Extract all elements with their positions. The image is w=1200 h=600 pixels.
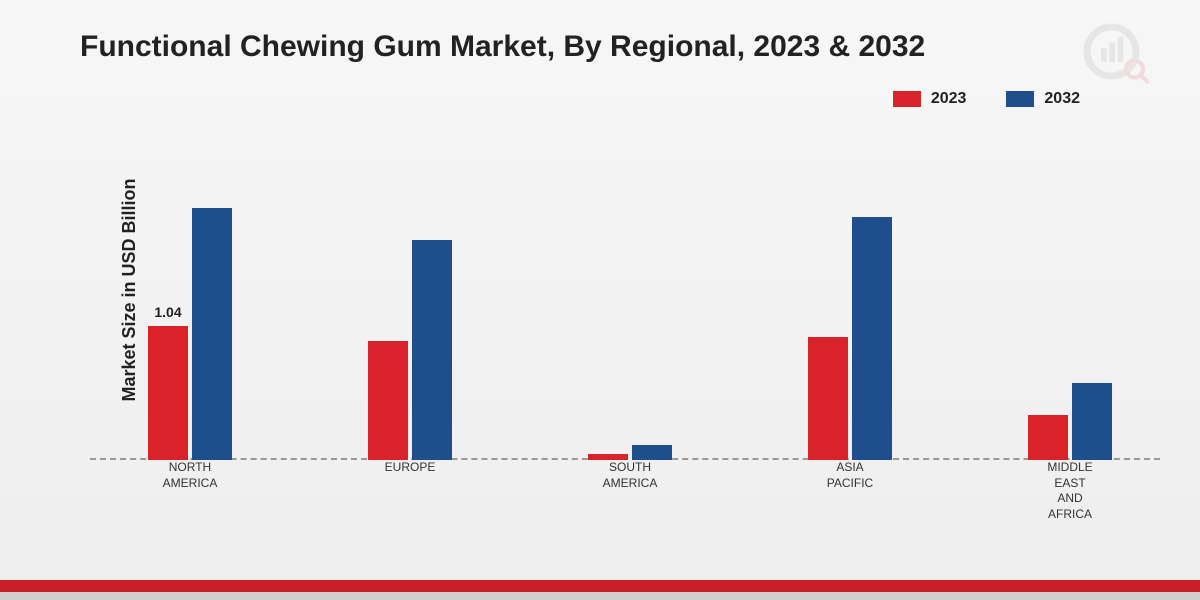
bar-group [570,445,690,461]
legend-item-2023: 2023 [893,90,967,108]
x-axis-labels: NORTH AMERICA EUROPE SOUTH AMERICA ASIA PAC… [90,460,1160,540]
x-axis-label: MIDDLE EAST AND AFRICA [1010,460,1130,522]
chart-container: Functional Chewing Gum Market, By Region… [0,0,1200,580]
bar [808,337,848,460]
brand-logo-icon [1080,20,1150,90]
legend-label-2032: 2032 [1044,90,1080,108]
bar [368,341,408,460]
legend-label-2023: 2023 [931,90,967,108]
bar-group: 1.04 [130,208,250,460]
bar [852,217,892,460]
x-axis-label: ASIA PACIFIC [790,460,910,491]
bar-value-label: 1.04 [154,304,181,320]
bar [412,240,452,460]
legend-swatch-2032 [1006,91,1034,107]
x-axis-label: SOUTH AMERICA [570,460,690,491]
footer-grey-stripe [0,592,1200,600]
bar-group [350,240,470,460]
chart-title: Functional Chewing Gum Market, By Region… [80,30,1160,64]
footer-red-stripe [0,580,1200,592]
x-axis-label: NORTH AMERICA [130,460,250,491]
plot-area: 1.04 [90,150,1160,460]
footer-bar [0,580,1200,600]
bar-group [790,217,910,460]
bar-group [1010,383,1130,461]
bar: 1.04 [148,326,188,460]
bar [1072,383,1112,461]
x-axis-label: EUROPE [350,460,470,476]
legend: 2023 2032 [893,90,1080,108]
bar [632,445,672,461]
bar [192,208,232,460]
legend-swatch-2023 [893,91,921,107]
legend-item-2032: 2032 [1006,90,1080,108]
bar [1028,415,1068,460]
